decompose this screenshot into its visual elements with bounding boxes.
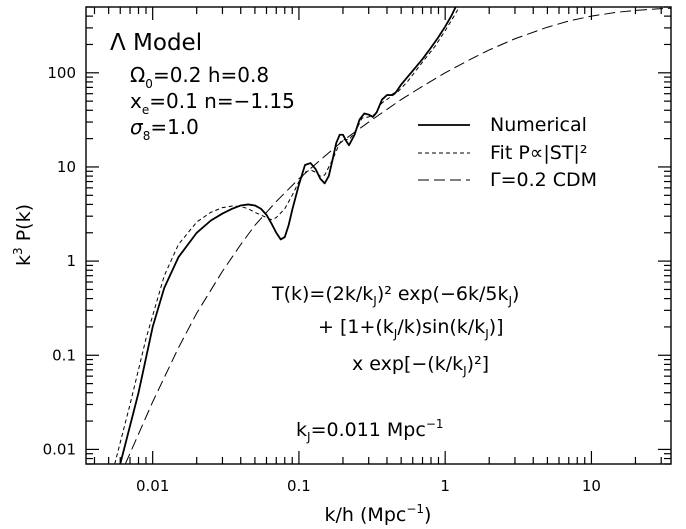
legend: Numerical Fit P∝|ST|² Γ=0.2 CDM [418,114,597,191]
series-line-1 [114,7,460,464]
sigma-param: σ8=1.0 [130,115,199,143]
legend-label-cdm: Γ=0.2 CDM [490,169,597,191]
tick-labels: 0.01 0.1 1 10 0.01 0.1 1 10 100 [43,64,601,495]
plot-frame [85,6,672,465]
y-tick-label: 10 [57,158,76,176]
formula-line-1: T(k)=(2k/kJ)² exp(−6k/5kJ) [271,283,519,308]
x-tick-label: 10 [582,477,601,495]
x-tick-label: 0.1 [287,477,311,495]
legend-label-numerical: Numerical [490,114,587,136]
model-title: Λ Model [110,30,202,56]
y-tick-label: 0.1 [52,346,76,364]
x-tick-label: 0.01 [136,477,169,495]
y-tick-label: 1 [66,252,76,270]
series-line-0 [119,7,457,464]
formula-line-3: x exp[−(k/kJ)²] [352,353,489,378]
x-tick-label: 1 [440,477,450,495]
series-curves [114,7,671,464]
legend-label-fit: Fit P∝|ST|² [490,142,587,164]
y-tick-label: 0.01 [43,440,76,458]
x-axis-label: k/h (Mpc−1) [325,502,432,526]
y-axis-label: k3 P(k) [11,204,35,266]
series-line-2 [124,7,671,464]
kj-value: kJ=0.011 Mpc−1 [296,417,444,444]
xe-param: xe=0.1 n=−1.15 [130,89,295,117]
omega-param: Ω0=0.2 h=0.8 [130,63,269,91]
formula-line-2: + [1+(kJ/k)sin(k/kJ)] [318,316,504,341]
y-tick-label: 100 [47,64,76,82]
axis-ticks [86,6,671,465]
